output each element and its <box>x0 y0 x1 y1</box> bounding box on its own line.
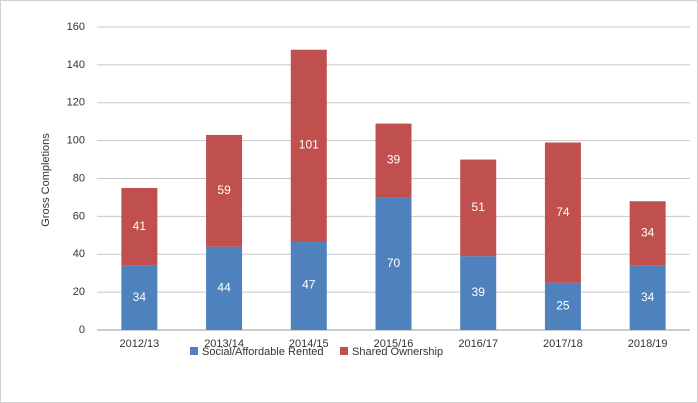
legend-label: Shared Ownership <box>352 346 443 358</box>
data-label: 44 <box>217 281 231 295</box>
bar-segment <box>460 159 497 257</box>
data-label: 59 <box>217 183 231 197</box>
x-tick-label: 2018/19 <box>628 338 668 350</box>
legend-swatch <box>190 347 198 355</box>
bar-segment <box>375 197 412 330</box>
bar-segment <box>121 187 158 266</box>
x-tick-label: 2012/13 <box>119 338 159 350</box>
y-tick-label: 120 <box>67 97 85 109</box>
data-label: 70 <box>387 256 401 270</box>
data-label: 34 <box>133 290 147 304</box>
bar-segment <box>290 49 327 241</box>
bar-segment <box>121 265 158 330</box>
y-tick-label: 160 <box>67 21 85 33</box>
bar-segment <box>460 256 497 330</box>
bar-segment <box>206 246 243 330</box>
y-tick-label: 100 <box>67 135 85 147</box>
data-label: 74 <box>556 205 570 219</box>
y-tick-label: 60 <box>73 210 85 222</box>
y-tick-label: 140 <box>67 59 85 71</box>
data-label: 25 <box>556 299 570 313</box>
data-label: 51 <box>472 200 486 214</box>
bar-segment <box>206 134 243 247</box>
y-tick-label: 0 <box>79 324 85 336</box>
x-tick-label: 2016/17 <box>458 338 498 350</box>
x-tick-label: 2013/14 <box>204 338 244 350</box>
y-tick-label: 20 <box>73 286 85 298</box>
x-tick-label: 2017/18 <box>543 338 583 350</box>
bar-segment <box>544 282 581 330</box>
bar-segment <box>290 240 327 330</box>
data-label: 47 <box>302 278 316 292</box>
bar-segment <box>629 201 666 266</box>
bar-segment <box>544 142 581 283</box>
data-label: 39 <box>472 285 486 299</box>
data-label: 101 <box>299 138 319 152</box>
data-label: 39 <box>387 153 401 167</box>
data-label: 34 <box>641 290 655 304</box>
legend-label: Social/Affordable Rented <box>202 346 324 358</box>
legend-swatch <box>340 347 348 355</box>
y-tick-label: 40 <box>73 248 85 260</box>
bar-segment <box>375 123 412 198</box>
bar-segment <box>629 265 666 330</box>
data-label: 41 <box>133 219 147 233</box>
x-tick-label: 2014/15 <box>289 338 329 350</box>
x-tick-label: 2015/16 <box>374 338 414 350</box>
data-label: 34 <box>641 226 655 240</box>
y-tick-label: 80 <box>73 172 85 184</box>
y-axis-label: Gross Completions <box>40 133 52 227</box>
